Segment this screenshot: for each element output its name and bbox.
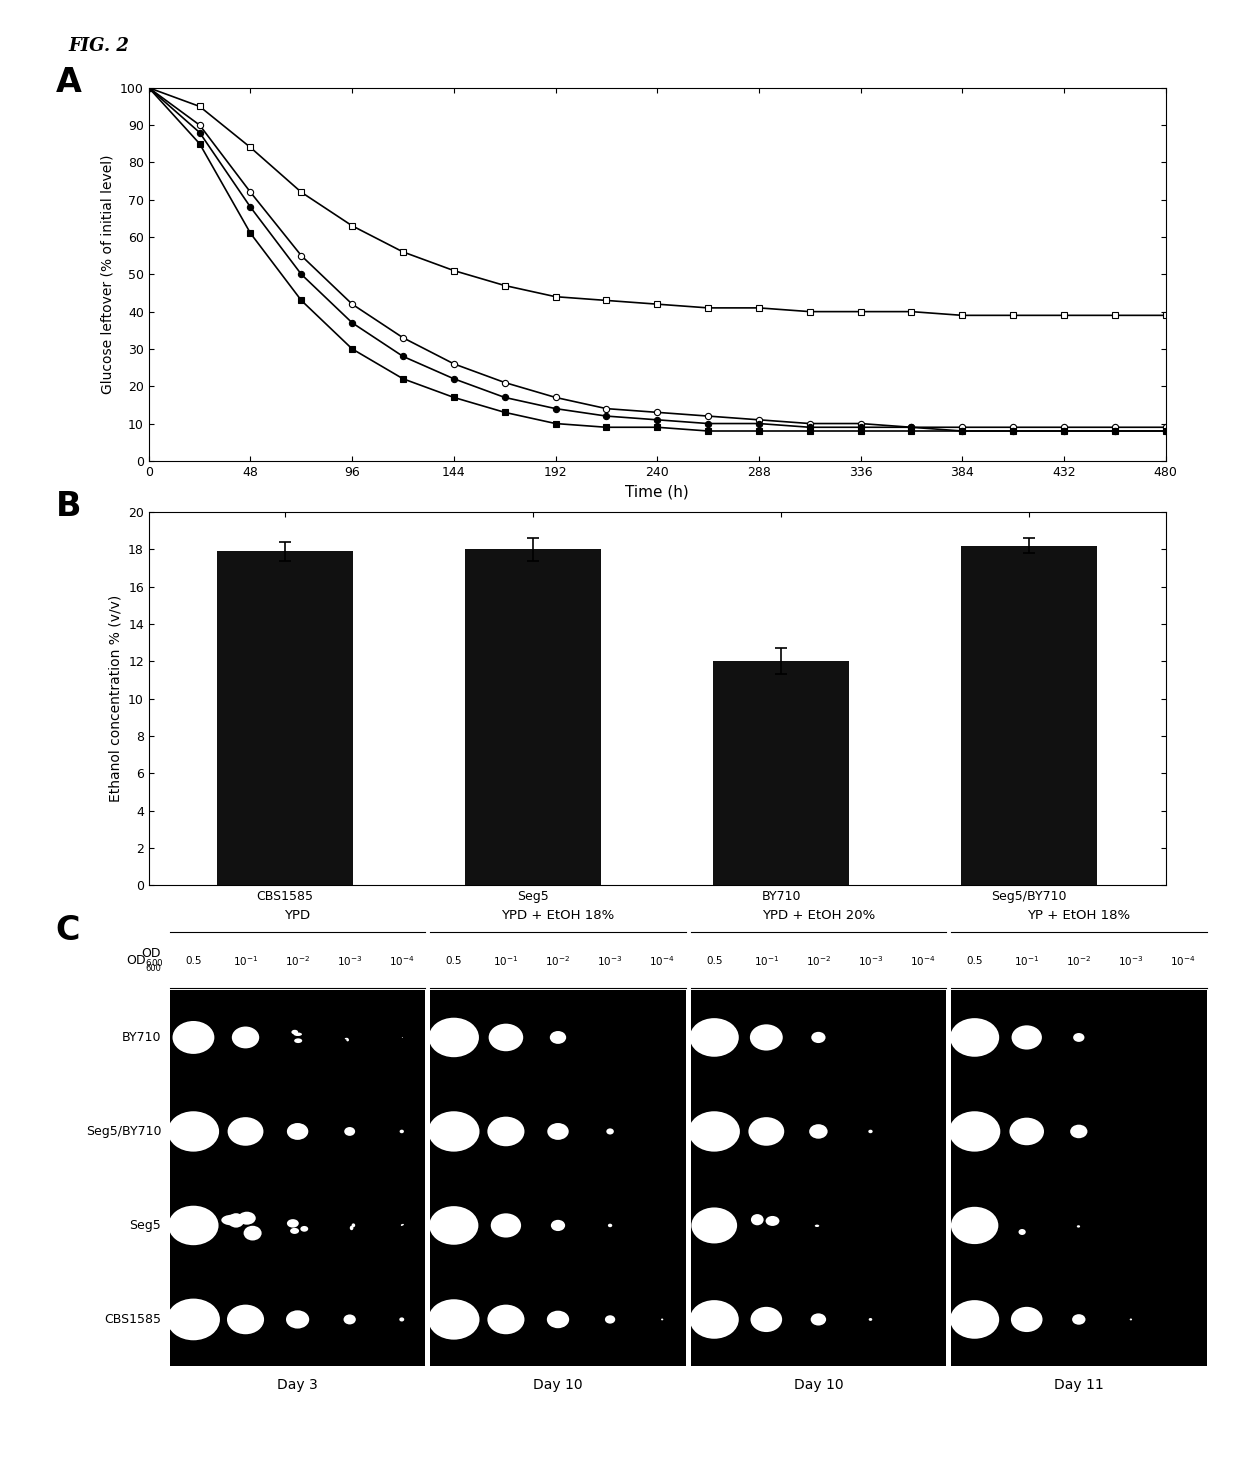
Text: $10^{-1}$: $10^{-1}$ [754, 954, 779, 969]
Text: 0.5: 0.5 [966, 957, 983, 966]
Text: $10^{-3}$: $10^{-3}$ [598, 954, 622, 969]
Text: Seg5/BY710: Seg5/BY710 [86, 1125, 161, 1138]
Text: $10^{-2}$: $10^{-2}$ [285, 954, 310, 969]
Text: $10^{-1}$: $10^{-1}$ [1014, 954, 1039, 969]
Text: Seg5: Seg5 [129, 1219, 161, 1232]
Text: CBS1585: CBS1585 [104, 1312, 161, 1325]
Text: $10^{-2}$: $10^{-2}$ [806, 954, 831, 969]
Text: $10^{-3}$: $10^{-3}$ [858, 954, 883, 969]
Text: Day 10: Day 10 [533, 1378, 583, 1393]
Text: 0.5: 0.5 [445, 957, 463, 966]
Text: YPD: YPD [284, 909, 311, 922]
Text: $10^{-3}$: $10^{-3}$ [337, 954, 362, 969]
Y-axis label: Ethanol concentration % (v/v): Ethanol concentration % (v/v) [109, 595, 123, 802]
Bar [465, 549, 601, 885]
Text: YP + EtOH 18%: YP + EtOH 18% [1027, 909, 1131, 922]
Text: $10^{-4}$: $10^{-4}$ [389, 954, 414, 969]
Text: YPD + EtOH 18%: YPD + EtOH 18% [501, 909, 615, 922]
Text: Day 3: Day 3 [278, 1378, 317, 1393]
Text: 600: 600 [145, 964, 161, 973]
Text: $10^{-1}$: $10^{-1}$ [494, 954, 518, 969]
Text: FIG. 2: FIG. 2 [68, 37, 129, 54]
Bar [961, 546, 1097, 885]
Text: B: B [56, 490, 82, 524]
Text: $10^{-1}$: $10^{-1}$ [233, 954, 258, 969]
Text: $10^{-2}$: $10^{-2}$ [1066, 954, 1091, 969]
Text: OD$_{600}$: OD$_{600}$ [126, 954, 164, 969]
Text: $10^{-4}$: $10^{-4}$ [910, 954, 935, 969]
Text: YPD + EtOH 20%: YPD + EtOH 20% [761, 909, 875, 922]
Text: $10^{-3}$: $10^{-3}$ [1118, 954, 1143, 969]
Text: $10^{-2}$: $10^{-2}$ [546, 954, 570, 969]
Text: Day 10: Day 10 [794, 1378, 843, 1393]
Text: 0.5: 0.5 [706, 957, 723, 966]
Y-axis label: Glucose leftover (% of initial level): Glucose leftover (% of initial level) [100, 155, 114, 394]
Text: 0.5: 0.5 [185, 957, 202, 966]
Text: $10^{-4}$: $10^{-4}$ [1171, 954, 1195, 969]
Text: Day 11: Day 11 [1054, 1378, 1104, 1393]
Text: $10^{-4}$: $10^{-4}$ [650, 954, 675, 969]
Bar [713, 661, 849, 885]
Text: C: C [56, 914, 81, 948]
Bar [217, 552, 353, 885]
Text: BY710: BY710 [122, 1031, 161, 1045]
Text: OD: OD [141, 948, 161, 960]
Text: A: A [56, 66, 82, 99]
X-axis label: Time (h): Time (h) [625, 484, 689, 499]
